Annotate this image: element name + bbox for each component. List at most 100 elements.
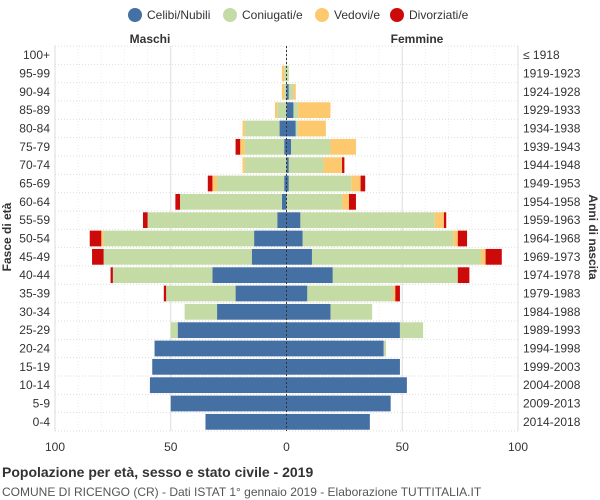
right-header: Femmine xyxy=(391,32,444,46)
bar-female-nubili xyxy=(286,248,312,265)
legend: Celibi/Nubili Coniugati/e Vedovi/e Divor… xyxy=(128,8,469,22)
bar-female-divorziate xyxy=(457,267,470,284)
legend-swatch-coniugati xyxy=(223,8,237,22)
bar-female-nubili xyxy=(286,212,301,229)
birth-year-label: 2004-2008 xyxy=(523,378,581,392)
bar-male-coniugati xyxy=(284,65,287,82)
age-group-label: 0-4 xyxy=(33,415,51,429)
legend-swatch-divorziati xyxy=(390,8,404,22)
x-tick-label: 100 xyxy=(45,440,65,454)
bar-female-coniugate xyxy=(288,175,352,192)
bar-male-coniugati xyxy=(244,138,285,155)
bar-male-celibi xyxy=(217,303,287,320)
age-group-labels: 100+ 95-99 90-94 85-89 80-84 75-79 70-74 65-69 6… xyxy=(19,48,50,429)
birth-year-labels: ≤ 1918 1919-1923 1924-1928 1929-1933 1934-19… xyxy=(523,48,581,429)
bar-male-vedovi xyxy=(101,230,104,247)
age-group-label: 5-9 xyxy=(33,397,51,411)
bar-female-nubili xyxy=(286,102,294,119)
birth-year-label: 1929-1933 xyxy=(523,103,581,117)
age-group-label: 30-34 xyxy=(19,305,50,319)
birth-year-label: 1979-1983 xyxy=(523,287,581,301)
birth-year-label: 1964-1968 xyxy=(523,232,581,246)
age-group-label: 35-39 xyxy=(19,287,50,301)
bar-female-coniugate xyxy=(330,303,373,320)
bar-female-divorziate xyxy=(342,157,345,174)
bar-female-divorziate xyxy=(349,193,356,210)
age-group-label: 55-59 xyxy=(19,213,50,227)
bar-male-vedovi xyxy=(281,65,285,82)
bar-female-vedove xyxy=(392,285,396,302)
bar-female-nubili xyxy=(286,303,331,320)
age-group-label: 90-94 xyxy=(19,85,50,99)
x-tick-label: 0 xyxy=(283,440,290,454)
bar-male-celibi xyxy=(170,395,287,412)
bar-male-coniugati xyxy=(112,267,213,284)
bar-female-divorziate xyxy=(485,248,502,265)
bar-male-celibi xyxy=(235,285,287,302)
bar-female-divorziate xyxy=(395,285,400,302)
x-tick-label: 50 xyxy=(164,440,178,454)
bar-male-celibi xyxy=(251,248,287,265)
bar-female-coniugate xyxy=(286,65,289,82)
age-group-label: 15-19 xyxy=(19,360,50,374)
birth-year-label: 1954-1958 xyxy=(523,195,581,209)
birth-year-label: 1949-1953 xyxy=(523,177,581,191)
bar-female-nubili xyxy=(286,358,400,375)
bar-male-celibi xyxy=(277,212,287,229)
chart-subtitle: COMUNE DI RICENGO (CR) - Dati ISTAT 1° g… xyxy=(2,485,482,499)
legend-swatch-vedovi xyxy=(315,8,329,22)
bar-male-coniugati xyxy=(170,322,178,339)
bar-male-coniugati xyxy=(184,303,218,320)
x-tick-label: 50 xyxy=(396,440,410,454)
legend-label-vedovi: Vedovi/e xyxy=(334,8,380,22)
bar-male-divorziati xyxy=(92,248,104,265)
bar-female-nubili xyxy=(286,83,289,100)
bar-female-nubili xyxy=(286,138,292,155)
bar-male-divorziati xyxy=(175,193,181,210)
birth-year-label: 1959-1963 xyxy=(523,213,581,227)
birth-year-label: 1919-1923 xyxy=(523,67,581,81)
bar-female-nubili xyxy=(286,230,303,247)
bar-female-nubili xyxy=(286,395,391,412)
bar-female-coniugate xyxy=(383,340,387,357)
bar-male-celibi xyxy=(284,175,287,192)
bar-female-nubili xyxy=(286,157,289,174)
age-group-label: 75-79 xyxy=(19,140,50,154)
bar-female-coniugate xyxy=(399,322,424,339)
bar-male-vedovi xyxy=(242,157,245,174)
age-group-label: 80-84 xyxy=(19,122,50,136)
bar-female-vedove xyxy=(298,102,331,119)
age-group-label: 70-74 xyxy=(19,158,50,172)
bar-male-celibi xyxy=(281,193,287,210)
bar-female-coniugate xyxy=(302,230,454,247)
bar-female-nubili xyxy=(286,413,370,430)
bar-female-coniugate xyxy=(291,138,331,155)
legend-label-divorziati: Divorziati/e xyxy=(409,8,469,22)
age-group-label: 25-29 xyxy=(19,323,50,337)
bar-male-coniugati xyxy=(244,157,287,174)
birth-year-label: 1924-1928 xyxy=(523,85,581,99)
bar-female-coniugate xyxy=(288,83,294,100)
bar-male-celibi xyxy=(177,322,287,339)
bar-male-coniugati xyxy=(147,212,278,229)
bar-male-celibi xyxy=(205,413,287,430)
birth-year-label: 1944-1948 xyxy=(523,158,581,172)
bar-male-coniugati xyxy=(244,120,280,137)
age-group-label: 100+ xyxy=(23,48,50,62)
birth-year-label: 1999-2003 xyxy=(523,360,581,374)
bar-male-celibi xyxy=(154,340,287,357)
bars xyxy=(89,46,502,431)
birth-year-label: 1974-1978 xyxy=(523,268,581,282)
bar-male-celibi xyxy=(279,120,287,137)
age-group-label: 95-99 xyxy=(19,67,50,81)
age-group-label: 20-24 xyxy=(19,342,50,356)
bar-female-nubili xyxy=(286,175,289,192)
birth-year-label: 2009-2013 xyxy=(523,397,581,411)
bar-female-nubili xyxy=(286,377,407,394)
bar-female-vedove xyxy=(293,83,296,100)
bar-male-vedovi xyxy=(242,120,245,137)
bar-male-coniugati xyxy=(180,193,282,210)
bar-female-coniugate xyxy=(293,102,299,119)
bar-female-vedove xyxy=(342,193,350,210)
